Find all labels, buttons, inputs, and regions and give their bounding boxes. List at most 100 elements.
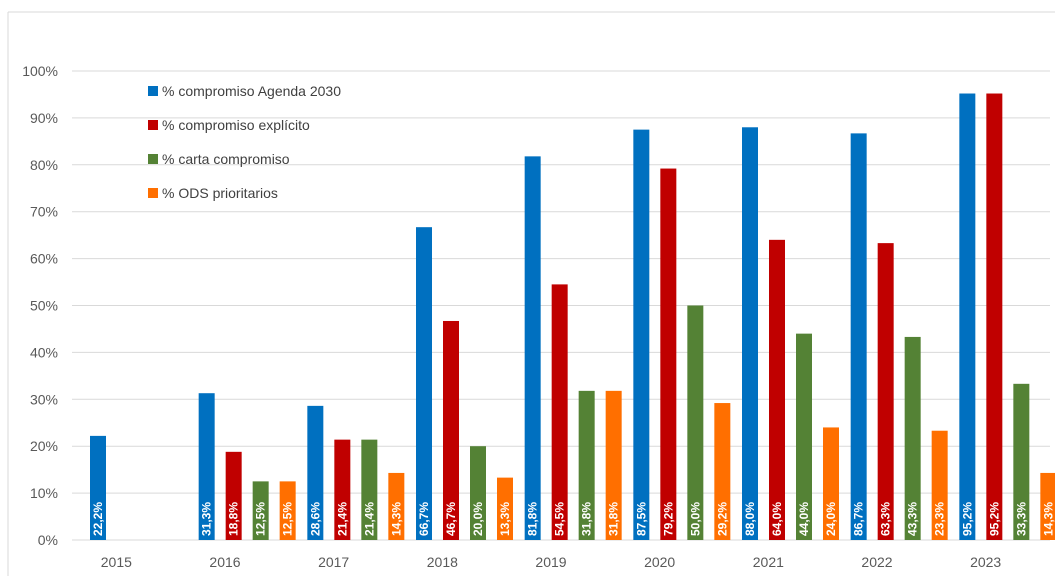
bar-data-label: 18,8% xyxy=(227,502,241,536)
x-tick-label: 2020 xyxy=(644,554,675,570)
y-tick-label: 40% xyxy=(30,344,58,360)
bar xyxy=(252,481,269,540)
x-tick-label: 2018 xyxy=(427,554,458,570)
bar-data-label: 87,5% xyxy=(634,502,648,536)
bar-data-label: 95,2% xyxy=(960,502,974,536)
bar xyxy=(850,133,867,540)
bar-data-label: 24,0% xyxy=(824,502,838,536)
bar xyxy=(796,333,812,540)
bar-data-label: 33,3% xyxy=(1014,502,1028,536)
bar xyxy=(90,435,106,540)
y-tick-label: 90% xyxy=(30,110,58,126)
bar xyxy=(904,336,921,540)
legend-swatch xyxy=(148,120,158,130)
bar-data-label: 64,0% xyxy=(770,502,784,536)
bar-data-label: 54,5% xyxy=(553,502,567,536)
bar xyxy=(388,472,405,540)
bar-data-label: 31,8% xyxy=(607,502,621,536)
bar xyxy=(959,93,976,541)
bar-data-label: 12,5% xyxy=(281,502,295,536)
x-tick-label: 2021 xyxy=(753,554,784,570)
bar-data-label: 88,0% xyxy=(743,502,757,536)
bar-data-label: 13,3% xyxy=(498,502,512,536)
x-tick-label: 2017 xyxy=(318,554,349,570)
bar xyxy=(986,93,1003,541)
bar-data-label: 29,2% xyxy=(715,502,729,536)
legend-label: % compromiso Agenda 2030 xyxy=(162,83,341,99)
bar-data-label: 22,2% xyxy=(91,502,105,536)
bar-data-label: 20,0% xyxy=(471,502,485,536)
bar-data-label: 14,3% xyxy=(1041,502,1055,536)
bar-data-label: 50,0% xyxy=(688,502,702,536)
bar xyxy=(416,227,432,540)
bar xyxy=(524,156,541,540)
bar-data-label: 28,6% xyxy=(308,502,322,536)
bar xyxy=(877,243,894,541)
y-tick-label: 80% xyxy=(30,157,58,173)
x-axis-ticks: 2015 2016 2017 2018 2019 2020 2021 2022 2023 xyxy=(101,554,1002,570)
bar-data-label: 95,2% xyxy=(987,502,1001,536)
bar-data-label: 66,7% xyxy=(417,502,431,536)
y-tick-label: 70% xyxy=(30,204,58,220)
bar xyxy=(578,390,595,540)
bar xyxy=(334,439,351,540)
bar xyxy=(470,446,486,540)
bar xyxy=(605,390,622,540)
y-tick-label: 10% xyxy=(30,485,58,501)
y-axis-ticks: 0% 10% 20% 30% 40% 50% 60% 70% 80% 90% 100% xyxy=(22,63,58,548)
bar xyxy=(361,439,378,540)
y-tick-label: 100% xyxy=(22,63,58,79)
bar-data-label: 63,3% xyxy=(879,502,893,536)
bar-data-label: 46,7% xyxy=(444,502,458,536)
y-tick-label: 50% xyxy=(30,298,58,314)
x-tick-label: 2019 xyxy=(535,554,566,570)
bar-data-label: 14,3% xyxy=(389,502,403,536)
bar xyxy=(279,481,296,540)
bar xyxy=(1013,383,1030,540)
bar-data-label: 79,2% xyxy=(661,502,675,536)
x-tick-label: 2023 xyxy=(970,554,1001,570)
bars xyxy=(90,93,1055,541)
bar xyxy=(1040,472,1055,540)
legend: % compromiso Agenda 2030 % compromiso exp… xyxy=(148,83,341,201)
x-tick-label: 2016 xyxy=(209,554,240,570)
bar-data-label: 21,4% xyxy=(335,502,349,536)
y-tick-label: 60% xyxy=(30,251,58,267)
bar-data-label: 81,8% xyxy=(526,502,540,536)
bar xyxy=(769,239,785,540)
bar-data-label: 21,4% xyxy=(362,502,376,536)
bar-data-label: 12,5% xyxy=(254,502,268,536)
legend-label: % carta compromiso xyxy=(162,151,290,167)
y-tick-label: 0% xyxy=(38,532,58,548)
legend-swatch xyxy=(148,188,158,198)
legend-label: % ODS prioritarios xyxy=(162,185,278,201)
x-tick-label: 2015 xyxy=(101,554,132,570)
bar xyxy=(225,451,242,540)
bar xyxy=(714,403,731,540)
bar xyxy=(443,320,459,540)
bar-data-labels: 22,2% 31,3% 18,8% 12,5% 12,5% 28,6% 21,4% 21,4%… xyxy=(91,502,1055,536)
bar xyxy=(497,477,513,540)
y-tick-label: 20% xyxy=(30,438,58,454)
x-tick-label: 2022 xyxy=(861,554,892,570)
bar xyxy=(633,129,650,540)
legend-swatch xyxy=(148,86,158,96)
bar xyxy=(823,427,839,540)
legend-label: % compromiso explícito xyxy=(162,117,310,133)
bar xyxy=(742,127,758,540)
bar-data-label: 31,8% xyxy=(580,502,594,536)
bar xyxy=(198,393,215,540)
bar xyxy=(931,430,948,540)
bar-data-label: 86,7% xyxy=(852,502,866,536)
bar-data-label: 44,0% xyxy=(797,502,811,536)
legend-swatch xyxy=(148,154,158,164)
bar-data-label: 43,3% xyxy=(906,502,920,536)
bar xyxy=(687,305,704,540)
bar xyxy=(551,284,568,540)
y-tick-label: 30% xyxy=(30,391,58,407)
bar xyxy=(307,405,324,540)
bar xyxy=(660,168,677,540)
bar-data-label: 23,3% xyxy=(933,502,947,536)
